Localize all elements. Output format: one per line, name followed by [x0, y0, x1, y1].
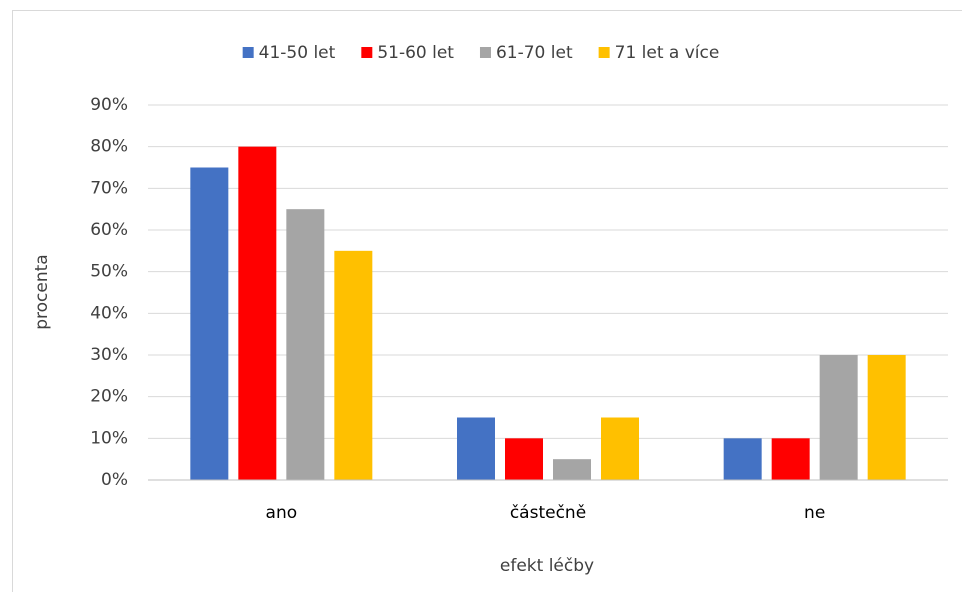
legend-label: 61-70 let	[496, 43, 573, 63]
legend-label: 71 let a více	[615, 43, 720, 63]
y-axis-title: procenta	[32, 254, 52, 329]
x-tick-label: částečně	[510, 503, 586, 523]
legend-swatch	[479, 47, 491, 58]
bar	[505, 438, 543, 480]
y-tick-label: 20%	[90, 387, 128, 407]
y-tick-label: 70%	[90, 178, 128, 198]
legend-label: 51-60 let	[377, 43, 454, 63]
x-tick-label: ano	[266, 503, 298, 523]
y-tick-label: 0%	[101, 470, 128, 490]
bar	[771, 438, 810, 480]
y-tick-label: 10%	[90, 428, 128, 448]
y-tick-label: 40%	[90, 303, 128, 323]
y-tick-label: 60%	[90, 220, 128, 240]
bar	[867, 355, 906, 480]
bar	[286, 209, 325, 480]
legend-swatch	[242, 47, 254, 58]
y-tick-label: 90%	[90, 95, 128, 115]
bar	[334, 250, 373, 480]
bar	[190, 167, 229, 480]
bar	[723, 438, 762, 480]
chart-border	[12, 10, 962, 592]
bar	[601, 417, 639, 480]
y-tick-label: 30%	[90, 345, 128, 365]
y-tick-label: 50%	[90, 262, 128, 282]
bar	[457, 417, 495, 480]
legend-label: 41-50 let	[259, 43, 336, 63]
bar	[819, 355, 858, 480]
x-axis-title: efekt léčby	[500, 556, 594, 576]
bar	[553, 459, 591, 480]
x-tick-label: ne	[804, 503, 825, 523]
legend-swatch	[598, 47, 610, 58]
bar	[238, 146, 277, 480]
legend-swatch	[361, 47, 373, 58]
y-tick-label: 80%	[90, 137, 128, 157]
